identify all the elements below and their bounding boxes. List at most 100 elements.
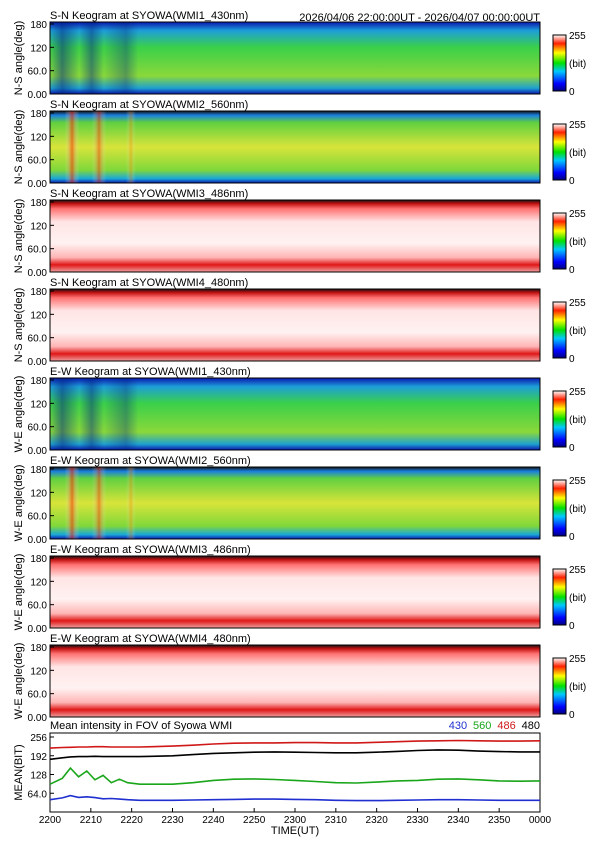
keogram-arc-overlay — [50, 111, 540, 183]
y-tick-label: 120 — [30, 577, 47, 588]
y-tick-label: 180 — [30, 465, 47, 476]
colorbar-min-label: 0 — [569, 176, 575, 187]
time-range-header: 2026/04/06 22:00:00UT - 2026/04/07 00:00… — [299, 12, 540, 24]
y-tick-label: 120 — [30, 132, 47, 143]
colorbar-max-label: 255 — [569, 209, 586, 220]
x-tick-label: 2350 — [488, 815, 511, 826]
y-tick-label: 60.0 — [28, 690, 48, 701]
keogram-panel: E-W Keogram at SYOWA(WMI4_480nm) 0.00 60.0… — [13, 633, 586, 724]
y-tick-label: 180 — [30, 109, 47, 120]
y-tick-label: 180 — [30, 376, 47, 387]
colorbar-min-label: 0 — [569, 621, 575, 632]
y-tick-label: 180 — [30, 287, 47, 298]
panel-title: S-N Keogram at SYOWA(WMI3_486nm) — [50, 188, 248, 200]
colorbar — [552, 34, 567, 92]
series-line-480 — [49, 749, 540, 761]
panel-title: S-N Keogram at SYOWA(WMI4_480nm) — [50, 277, 248, 289]
panel-title: S-N Keogram at SYOWA(WMI2_560nm) — [50, 99, 248, 111]
x-tick-label: 2250 — [243, 815, 266, 826]
keogram-panel: E-W Keogram at SYOWA(WMI2_560nm) 0.00 60.0… — [13, 455, 586, 546]
colorbar-unit-label: (bit) — [569, 415, 586, 426]
legend-entry: 430 — [449, 720, 467, 732]
x-tick-label: 2320 — [366, 815, 389, 826]
colorbar — [552, 657, 567, 715]
colorbar-unit-label: (bit) — [569, 326, 586, 337]
keogram-panel: E-W Keogram at SYOWA(WMI3_486nm) 0.00 60.0… — [13, 544, 586, 635]
panel-frame — [49, 21, 541, 95]
panel-title: E-W Keogram at SYOWA(WMI3_486nm) — [50, 544, 251, 556]
series-line-560 — [49, 766, 541, 786]
y-tick-label: 120 — [30, 488, 47, 499]
colorbar-min-label: 0 — [569, 532, 575, 543]
panel-title: E-W Keogram at SYOWA(WMI4_480nm) — [50, 633, 251, 645]
colorbar-unit-label: (bit) — [569, 682, 586, 693]
y-tick-label: 256 — [30, 733, 47, 744]
y-tick-label: 120 — [30, 310, 47, 321]
y-tick-label: 0.00 — [28, 624, 48, 635]
keogram-image — [50, 556, 540, 628]
y-tick-label: 0.00 — [28, 713, 48, 724]
x-tick-label: 2230 — [161, 815, 184, 826]
y-tick-label: 64.0 — [28, 789, 48, 800]
x-tick-label: 2220 — [121, 815, 144, 826]
keogram-arc-overlay — [50, 378, 540, 450]
x-tick-label: 2240 — [202, 815, 225, 826]
y-tick-label: 60.0 — [28, 334, 48, 345]
y-tick-label: 120 — [30, 666, 47, 677]
series-line-430 — [49, 794, 540, 802]
colorbar-min-label: 0 — [569, 87, 575, 98]
colorbar-unit-label: (bit) — [569, 593, 586, 604]
y-tick-label: 120 — [30, 43, 47, 54]
x-tick-label: 2300 — [284, 815, 307, 826]
y-axis-label: W-E angle(deg) — [13, 465, 25, 542]
colorbar-min-label: 0 — [569, 354, 575, 365]
x-tick-label: 2310 — [325, 815, 348, 826]
x-tick-label: 2200 — [39, 815, 62, 826]
legend-entry: 486 — [497, 720, 515, 732]
y-tick-label: 60.0 — [28, 67, 48, 78]
y-tick-label: 120 — [30, 221, 47, 232]
y-axis-label: N-S angle(deg) — [13, 110, 25, 185]
y-tick-label: 60.0 — [28, 423, 48, 434]
chart-title: Mean intensity in FOV of Syowa WMI — [50, 720, 232, 732]
y-axis-label: N-S angle(deg) — [13, 288, 25, 363]
panel-frame — [49, 555, 541, 629]
y-tick-label: 180 — [30, 20, 47, 31]
x-tick-label: 2340 — [447, 815, 470, 826]
colorbar-min-label: 0 — [569, 443, 575, 454]
colorbar — [552, 568, 567, 626]
keogram-arc-overlay — [50, 22, 540, 94]
colorbar — [552, 479, 567, 537]
colorbar-max-label: 255 — [569, 298, 586, 309]
panel-frame — [49, 377, 541, 451]
y-tick-label: 0.00 — [28, 357, 48, 368]
panel-frame — [49, 288, 541, 362]
colorbar-unit-label: (bit) — [569, 237, 586, 248]
y-tick-label: 0.00 — [28, 535, 48, 546]
keogram-image — [50, 200, 540, 272]
panel-title: E-W Keogram at SYOWA(WMI2_560nm) — [50, 455, 251, 467]
colorbar-unit-label: (bit) — [569, 148, 586, 159]
y-tick-label: 0.00 — [28, 268, 48, 279]
y-tick-label: 180 — [30, 198, 47, 209]
colorbar-unit-label: (bit) — [569, 59, 586, 70]
y-tick-label: 128 — [30, 771, 47, 782]
keogram-panel: S-N Keogram at SYOWA(WMI2_560nm) 0.00 60.0… — [13, 99, 586, 190]
panel-title: S-N Keogram at SYOWA(WMI1_430nm) — [50, 10, 248, 22]
y-axis-label: W-E angle(deg) — [13, 376, 25, 453]
legend-entry: 480 — [522, 720, 540, 732]
colorbar-max-label: 255 — [569, 565, 586, 576]
x-tick-label: 2330 — [406, 815, 429, 826]
colorbar-max-label: 255 — [569, 387, 586, 398]
y-axis-label: W-E angle(deg) — [13, 643, 25, 720]
panel-frame — [49, 644, 541, 718]
y-tick-label: 60.0 — [28, 512, 48, 523]
panel-frame — [49, 466, 541, 540]
colorbar-max-label: 255 — [569, 654, 586, 665]
colorbar-min-label: 0 — [569, 265, 575, 276]
y-tick-label: 60.0 — [28, 601, 48, 612]
y-tick-label: 0.00 — [28, 90, 48, 101]
colorbar — [552, 301, 567, 359]
keogram-panel: S-N Keogram at SYOWA(WMI4_480nm) 0.00 60.0… — [13, 277, 586, 368]
